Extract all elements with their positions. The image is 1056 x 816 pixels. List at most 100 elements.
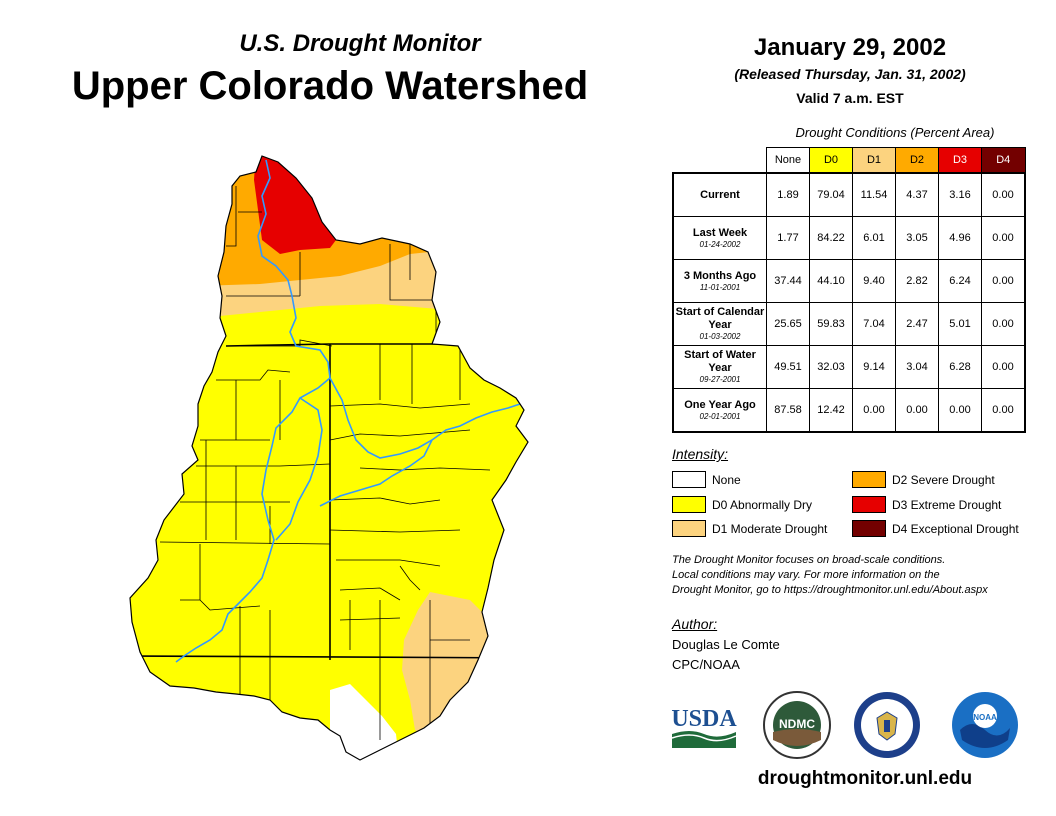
col-d2: D2 [895, 147, 939, 174]
table-row-one-year-ago: One Year Ago 02-01-2001 87.58 12.42 0.00 … [672, 388, 1026, 433]
table-corner [673, 147, 767, 174]
cell: 6.28 [938, 345, 982, 389]
cell: 4.96 [938, 216, 982, 260]
note-line: The Drought Monitor focuses on broad-sca… [672, 554, 946, 566]
cell: 87.58 [766, 388, 810, 433]
basin-outline [129, 155, 529, 761]
row-date: 01-03-2002 [699, 332, 741, 341]
cell: 1.77 [766, 216, 810, 260]
row-label: 3 Months Ago 11-01-2001 [672, 259, 767, 303]
cell: 0.00 [981, 388, 1026, 433]
cell: 0.00 [981, 302, 1026, 346]
table-row-last-week: Last Week 01-24-2002 1.77 84.22 6.01 3.05… [672, 216, 1026, 260]
author-title: Author: [672, 616, 718, 632]
cell: 6.01 [852, 216, 896, 260]
cell: 0.00 [895, 388, 939, 433]
d3-region-north [254, 156, 336, 254]
cell: 0.00 [938, 388, 982, 433]
table-header-row: None D0 D1 D2 D3 D4 [673, 147, 1026, 174]
row-label-text: Start of Calendar Year [675, 306, 765, 331]
cell: 44.10 [809, 259, 853, 303]
cell: 0.00 [852, 388, 896, 433]
row-label: One Year Ago 02-01-2001 [672, 388, 767, 433]
cell: 11.54 [852, 172, 896, 217]
legend-swatch [672, 496, 706, 513]
legend-item-none: None [672, 471, 741, 488]
legend-swatch [672, 520, 706, 537]
cell: 9.40 [852, 259, 896, 303]
cell: 6.24 [938, 259, 982, 303]
row-label-text: One Year Ago [684, 398, 756, 411]
map-subtitle: U.S. Drought Monitor [239, 30, 481, 57]
note-line: Local conditions may vary. For more info… [672, 569, 940, 581]
noaa-logo-text: NOAA [973, 713, 997, 722]
legend-swatch [672, 471, 706, 488]
col-none: None [766, 147, 810, 174]
cell: 37.44 [766, 259, 810, 303]
state-boundaries [130, 343, 528, 660]
cell: 25.65 [766, 302, 810, 346]
cell: 59.83 [809, 302, 853, 346]
cell: 2.47 [895, 302, 939, 346]
legend-label: D4 Exceptional Drought [892, 521, 1019, 536]
row-label: Start of Calendar Year 01-03-2002 [672, 302, 767, 346]
cell: 0.00 [981, 216, 1026, 260]
table-row-start-calendar-year: Start of Calendar Year 01-03-2002 25.65 5… [672, 302, 1026, 346]
legend-title: Intensity: [672, 446, 729, 462]
col-d0: D0 [809, 147, 853, 174]
cell: 7.04 [852, 302, 896, 346]
commerce-seal-icon [854, 692, 920, 758]
cell: 3.04 [895, 345, 939, 389]
cell: 0.00 [981, 172, 1026, 217]
cell: 3.16 [938, 172, 982, 217]
drought-conditions-table: None D0 D1 D2 D3 D4 Current 1.89 79.04 1… [672, 147, 1026, 433]
cell: 5.01 [938, 302, 982, 346]
note-line: Drought Monitor, go to https://droughtmo… [672, 584, 988, 596]
cell: 32.03 [809, 345, 853, 389]
cell: 9.14 [852, 345, 896, 389]
legend-swatch [852, 520, 886, 537]
legend-label: D0 Abnormally Dry [712, 497, 813, 512]
ndmc-logo-text: NDMC [779, 717, 815, 731]
cell: 3.05 [895, 216, 939, 260]
usda-logo-icon: USDA [671, 706, 737, 748]
cell: 79.04 [809, 172, 853, 217]
row-label: Last Week 01-24-2002 [672, 216, 767, 260]
cell: 12.42 [809, 388, 853, 433]
ndmc-logo-icon: NDMC [763, 691, 831, 759]
legend-item-d3: D3 Extreme Drought [852, 496, 1001, 513]
row-date: 01-24-2002 [699, 239, 741, 249]
col-d4: D4 [981, 147, 1026, 174]
release-date: (Released Thursday, Jan. 31, 2002) [734, 66, 966, 82]
watershed-map [129, 155, 529, 761]
row-date: 11-01-2001 [699, 282, 741, 292]
disclaimer-note: The Drought Monitor focuses on broad-sca… [672, 553, 1042, 598]
cell: 2.82 [895, 259, 939, 303]
author-name: Douglas Le Comte [672, 637, 780, 652]
map-title: Upper Colorado Watershed [71, 64, 589, 108]
cell: 49.51 [766, 345, 810, 389]
colorado-river [175, 159, 521, 663]
author-org: CPC/NOAA [672, 657, 740, 672]
col-d1: D1 [852, 147, 896, 174]
legend-item-d0: D0 Abnormally Dry [672, 496, 812, 513]
cell: 0.00 [981, 259, 1026, 303]
legend-label: D1 Moderate Drought [712, 521, 828, 536]
table-row-start-water-year: Start of Water Year 09-27-2001 49.51 32.0… [672, 345, 1026, 389]
legend-item-d1: D1 Moderate Drought [672, 520, 827, 537]
table-caption: Drought Conditions (Percent Area) [795, 125, 995, 140]
row-label-text: Last Week [692, 226, 748, 239]
valid-time: Valid 7 a.m. EST [796, 90, 904, 106]
col-d3: D3 [938, 147, 982, 174]
noaa-logo-icon: NOAA [952, 692, 1018, 758]
usda-logo-text: USDA [671, 706, 737, 732]
cell: 84.22 [809, 216, 853, 260]
table-row-current: Current 1.89 79.04 11.54 4.37 3.16 0.00 [672, 172, 1026, 217]
cell: 4.37 [895, 172, 939, 217]
legend-swatch [852, 496, 886, 513]
website-link[interactable]: droughtmonitor.unl.edu [757, 768, 973, 789]
legend-label: D2 Severe Drought [892, 472, 995, 487]
table-row-3-months-ago: 3 Months Ago 11-01-2001 37.44 44.10 9.40 … [672, 259, 1026, 303]
row-label-text: 3 Months Ago [683, 269, 757, 282]
legend-label: None [712, 472, 741, 487]
